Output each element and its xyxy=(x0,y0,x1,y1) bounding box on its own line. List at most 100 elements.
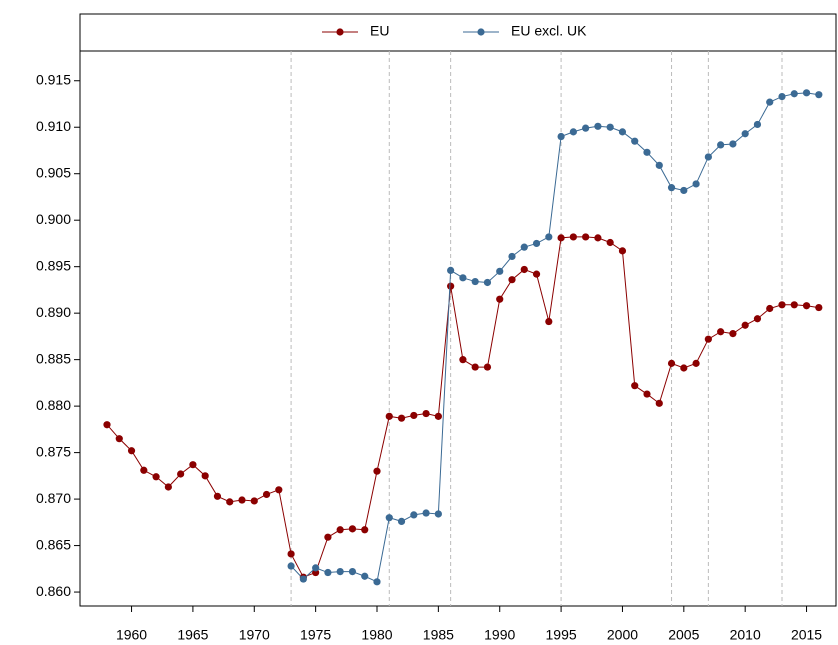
data-point xyxy=(213,492,222,500)
data-point xyxy=(410,511,418,519)
data-point xyxy=(238,496,246,504)
x-tick-label: 1970 xyxy=(239,627,270,643)
data-point xyxy=(361,526,369,534)
data-point xyxy=(778,92,786,101)
data-point xyxy=(717,328,725,336)
data-point xyxy=(287,550,295,558)
data-point xyxy=(569,233,577,241)
data-point xyxy=(582,233,590,241)
data-point xyxy=(471,277,479,286)
data-point xyxy=(692,180,700,188)
data-point xyxy=(164,483,172,491)
data-point xyxy=(643,390,651,398)
y-tick-label: 0.870 xyxy=(36,490,71,506)
data-point xyxy=(103,421,111,429)
data-point xyxy=(508,276,516,284)
data-point xyxy=(324,568,332,577)
data-point xyxy=(447,266,455,274)
data-point xyxy=(459,274,467,282)
data-point xyxy=(348,525,357,533)
plot-frame xyxy=(79,13,837,607)
x-tick-label: 1990 xyxy=(484,627,515,643)
data-point xyxy=(410,411,418,420)
y-tick-label: 0.890 xyxy=(36,304,71,320)
data-point xyxy=(508,252,516,261)
data-point xyxy=(324,533,332,541)
data-point xyxy=(496,295,504,303)
data-point xyxy=(397,414,406,422)
legend-marker xyxy=(477,28,485,36)
data-point xyxy=(336,526,344,534)
data-point xyxy=(790,90,798,98)
series-line xyxy=(106,236,819,578)
data-point xyxy=(385,514,393,522)
data-point xyxy=(275,486,283,494)
data-point xyxy=(385,412,393,420)
y-tick-label: 0.875 xyxy=(36,443,71,459)
data-point xyxy=(545,233,553,241)
data-point xyxy=(520,265,528,274)
y-tick-label: 0.895 xyxy=(36,257,71,273)
y-tick-label: 0.905 xyxy=(36,164,71,180)
data-point xyxy=(140,466,148,474)
data-point xyxy=(557,132,565,141)
data-point xyxy=(545,317,553,326)
x-tick-label: 1980 xyxy=(361,627,392,643)
x-tick-label: 1985 xyxy=(423,627,454,643)
y-tick-label: 0.910 xyxy=(36,118,71,134)
data-point xyxy=(434,510,442,518)
data-point xyxy=(655,399,663,407)
y-tick-label: 0.885 xyxy=(36,350,71,366)
data-point xyxy=(802,89,811,97)
data-point xyxy=(729,330,737,338)
data-point xyxy=(606,123,614,131)
data-point xyxy=(753,120,762,129)
data-point xyxy=(336,568,344,576)
x-tick-label: 1960 xyxy=(116,627,147,643)
x-tick-label: 1975 xyxy=(300,627,331,643)
data-point xyxy=(790,301,798,309)
data-point xyxy=(766,304,774,313)
x-tick-label: 1965 xyxy=(177,627,208,643)
data-point xyxy=(422,509,430,517)
legend-marker xyxy=(336,28,344,36)
data-point xyxy=(778,301,786,309)
data-point xyxy=(704,335,712,343)
data-point xyxy=(483,278,492,287)
data-point xyxy=(692,359,700,367)
data-point xyxy=(729,140,737,148)
data-point xyxy=(741,321,749,329)
data-point xyxy=(422,409,430,418)
data-point xyxy=(667,184,676,192)
data-point xyxy=(373,578,381,586)
x-tick-label: 2005 xyxy=(668,627,699,643)
series-line xyxy=(290,92,819,583)
data-point xyxy=(557,234,565,242)
data-point xyxy=(569,128,577,136)
y-tick-label: 0.915 xyxy=(36,71,71,87)
data-point xyxy=(680,186,688,195)
data-point xyxy=(582,124,590,132)
data-point xyxy=(594,234,602,242)
x-tick-label: 1995 xyxy=(546,627,577,643)
data-point xyxy=(802,302,811,310)
data-point xyxy=(348,568,357,576)
data-point xyxy=(299,575,307,583)
data-point xyxy=(753,315,762,323)
data-point xyxy=(361,572,369,580)
data-point xyxy=(483,363,492,371)
data-point xyxy=(643,148,651,156)
data-point xyxy=(532,270,541,278)
data-point xyxy=(397,517,406,526)
data-point xyxy=(606,238,614,247)
data-point xyxy=(766,98,774,106)
data-point xyxy=(312,564,320,572)
y-tick-label: 0.900 xyxy=(36,211,71,227)
y-tick-label: 0.880 xyxy=(36,397,71,413)
legend-label: EU excl. UK xyxy=(511,23,587,39)
data-point xyxy=(459,356,467,364)
x-tick-label: 2010 xyxy=(730,627,761,643)
data-point xyxy=(127,447,136,455)
data-point xyxy=(189,461,197,469)
